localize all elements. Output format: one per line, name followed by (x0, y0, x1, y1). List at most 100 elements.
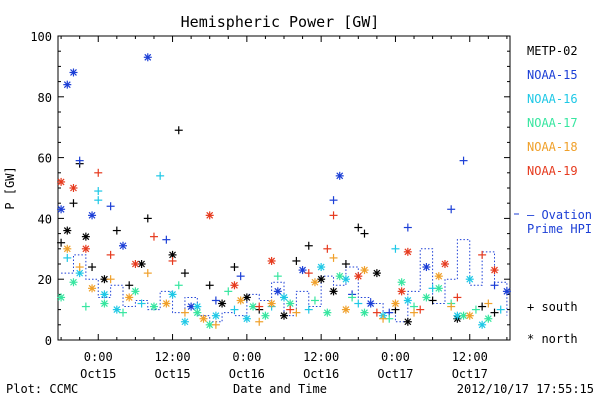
data-point-noaa-15 (366, 299, 375, 308)
data-point-metp-02 (57, 238, 66, 247)
data-point-noaa-15 (57, 205, 66, 214)
data-point-noaa-15 (335, 171, 344, 180)
data-point-noaa-16 (94, 187, 103, 196)
data-point-metp-02 (143, 214, 152, 223)
data-point-noaa-19 (81, 244, 90, 253)
data-point-noaa-19 (131, 260, 140, 268)
data-point-noaa-16 (478, 320, 487, 329)
data-point-noaa-17 (484, 314, 493, 323)
legend-item-noaa-17: NOAA-17 (527, 116, 578, 130)
data-point-noaa-17 (224, 287, 233, 296)
data-point-noaa-16 (230, 305, 239, 314)
data-point-noaa-18 (88, 284, 97, 293)
data-point-noaa-18 (360, 266, 369, 275)
data-point-noaa-18 (267, 299, 276, 308)
data-point-noaa-19 (149, 232, 158, 241)
data-point-noaa-16 (391, 244, 400, 253)
data-point-noaa-19 (230, 281, 239, 290)
x-tick-label-time: 12:00 (303, 350, 339, 364)
data-point-noaa-18 (292, 308, 301, 317)
data-point-metp-02 (69, 199, 78, 208)
y-tick-label: 60 (38, 152, 52, 166)
data-point-noaa-17 (81, 302, 90, 311)
data-point-noaa-17 (422, 293, 431, 302)
data-point-noaa-18 (199, 314, 208, 323)
x-tick-label-time: 0:00 (232, 350, 261, 364)
ovation-hpi-path (61, 239, 508, 323)
data-point-metp-02 (403, 317, 412, 326)
data-point-metp-02 (81, 232, 90, 241)
data-point-noaa-16 (112, 305, 121, 314)
data-point-noaa-15 (88, 211, 97, 220)
marker-legend-north: * north (527, 332, 578, 346)
data-point-noaa-15 (75, 156, 84, 165)
legend-item-noaa-15: NOAA-15 (527, 68, 578, 82)
ovation-hpi-line (61, 239, 508, 323)
data-point-noaa-19 (323, 244, 332, 253)
data-point-noaa-18 (106, 275, 115, 284)
footer-timestamp: 2012/10/17 17:55:15 (457, 382, 594, 396)
data-point-metp-02 (317, 275, 326, 284)
data-point-metp-02 (125, 281, 134, 290)
data-point-noaa-18 (63, 244, 72, 253)
data-point-noaa-16 (168, 290, 177, 299)
y-tick-label: 40 (38, 212, 52, 226)
data-point-noaa-17 (69, 278, 78, 287)
data-point-metp-02 (180, 269, 189, 278)
data-point-noaa-16 (280, 293, 288, 302)
data-point-noaa-19 (168, 256, 177, 265)
data-point-noaa-19 (94, 168, 103, 177)
data-point-noaa-15 (329, 196, 338, 205)
data-point-noaa-16 (137, 299, 146, 308)
x-tick-label-date: Oct16 (303, 367, 339, 381)
data-point-metp-02 (329, 287, 338, 296)
data-point-noaa-18 (310, 278, 319, 287)
data-point-metp-02 (428, 296, 437, 305)
data-point-noaa-19 (453, 293, 462, 302)
data-point-noaa-19 (354, 272, 363, 281)
data-point-metp-02 (360, 229, 369, 238)
data-point-noaa-18 (211, 320, 220, 329)
footer-plot-credit: Plot: CCMC (6, 382, 78, 396)
legend-item-noaa-16: NOAA-16 (527, 92, 578, 106)
y-tick-label: 80 (38, 91, 52, 105)
data-point-noaa-15 (502, 287, 511, 296)
data-point-metp-02 (372, 269, 381, 278)
data-point-noaa-19 (106, 250, 115, 259)
data-point-noaa-19 (440, 260, 449, 268)
x-tick-label-date: Oct15 (80, 367, 116, 381)
data-point-metp-02 (218, 299, 227, 308)
data-point-metp-02 (304, 241, 313, 250)
data-point-noaa-16 (63, 253, 72, 262)
data-point-noaa-15 (69, 68, 78, 77)
ovation-legend-line2: Prime HPI (527, 222, 592, 236)
data-point-metp-02 (168, 250, 177, 259)
data-point-noaa-16 (211, 311, 220, 320)
data-point-noaa-17 (261, 311, 270, 320)
data-point-noaa-18 (75, 263, 84, 272)
data-point-noaa-18 (329, 253, 338, 262)
y-axis-label: P [GW] (3, 166, 17, 209)
data-point-noaa-17 (131, 287, 140, 296)
data-point-noaa-18 (379, 314, 388, 323)
data-point-noaa-17 (323, 308, 332, 317)
x-tick-label-date: Oct15 (154, 367, 190, 381)
data-point-noaa-18 (143, 269, 152, 278)
data-point-noaa-15 (490, 281, 499, 290)
x-tick-label-time: 0:00 (84, 350, 113, 364)
data-point-metp-02 (354, 223, 363, 232)
data-point-noaa-15 (236, 272, 245, 281)
data-point-noaa-16 (193, 302, 202, 311)
data-point-noaa-18 (180, 308, 189, 317)
data-point-noaa-17 (57, 293, 66, 302)
data-point-noaa-16 (465, 275, 474, 284)
data-point-noaa-19 (205, 211, 214, 220)
data-point-noaa-15 (63, 80, 72, 89)
data-point-noaa-17 (459, 311, 468, 320)
x-tick-label-time: 12:00 (154, 350, 190, 364)
x-tick-label-date: Oct17 (377, 367, 413, 381)
y-tick-label: 100 (30, 30, 52, 44)
data-point-noaa-17 (174, 281, 183, 290)
data-point-noaa-17 (348, 293, 357, 302)
legend-item-metp-02: METP-02 (527, 44, 578, 58)
